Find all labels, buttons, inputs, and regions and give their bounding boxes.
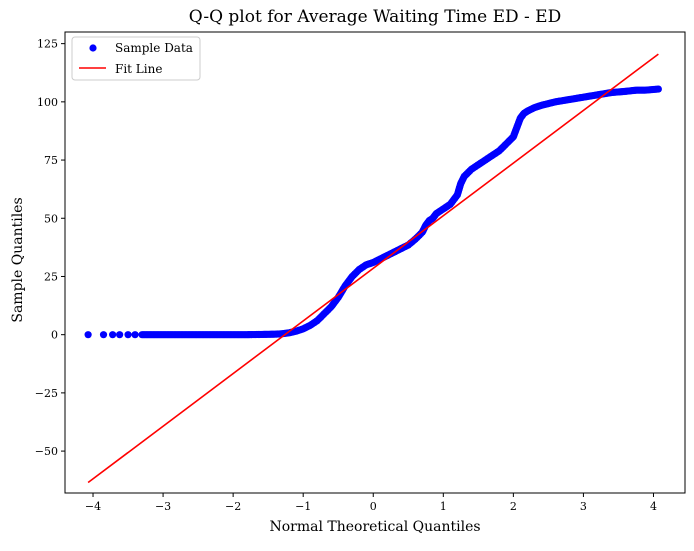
sample-data-point xyxy=(593,91,602,99)
x-tick-label: 4 xyxy=(650,500,657,513)
y-tick-label: −25 xyxy=(35,387,58,400)
sample-data-point xyxy=(243,331,251,339)
x-tick-label: 3 xyxy=(580,500,587,513)
sample-data-point xyxy=(481,156,489,164)
sample-data-point xyxy=(173,331,181,339)
sample-data-point xyxy=(495,147,503,155)
legend: Sample Data Fit Line xyxy=(71,36,201,81)
sample-data-point xyxy=(502,140,510,148)
sample-data-point xyxy=(306,321,314,329)
sample-data-point xyxy=(355,265,363,274)
sample-data-point xyxy=(457,179,465,187)
sample-data-point xyxy=(109,331,117,339)
y-tick-label: 100 xyxy=(37,96,58,109)
sample-data-point xyxy=(446,200,454,208)
x-tick-label: 0 xyxy=(370,500,377,513)
plot-frame xyxy=(64,31,686,494)
sample-data-point xyxy=(632,86,640,94)
sample-data-point xyxy=(551,98,560,106)
sample-data-point xyxy=(138,331,146,339)
sample-data-point xyxy=(313,317,321,325)
x-tick-label: 2 xyxy=(510,500,517,513)
sample-data-point xyxy=(565,95,574,104)
sample-data-point xyxy=(299,325,307,333)
sample-data-point xyxy=(327,303,335,311)
sample-data-point xyxy=(124,331,132,339)
fit-line xyxy=(87,53,659,484)
sample-data-point xyxy=(257,330,265,339)
y-tick-label: 125 xyxy=(37,38,58,51)
sample-data-point xyxy=(467,165,475,173)
sample-data-point xyxy=(145,331,153,339)
x-tick-label: −3 xyxy=(155,500,171,513)
sample-data-points xyxy=(84,85,662,339)
sample-data-point xyxy=(131,331,139,339)
x-tick-label: −4 xyxy=(85,500,101,513)
x-tick-label: 1 xyxy=(440,500,447,513)
y-tick-label: 75 xyxy=(44,154,58,167)
y-axis-title: Sample Quantiles xyxy=(10,197,26,322)
sample-data-point xyxy=(654,85,662,93)
sample-data-point xyxy=(99,331,108,339)
sample-data-point xyxy=(159,331,167,339)
sample-data-point xyxy=(621,87,630,95)
y-tick-label: 0 xyxy=(51,329,58,342)
sample-data-point xyxy=(641,86,649,94)
sample-data-point xyxy=(292,327,300,335)
sample-data-point xyxy=(460,172,468,180)
sample-data-point xyxy=(523,107,531,115)
sample-data-point xyxy=(513,123,521,132)
y-tick-label: 25 xyxy=(44,270,58,283)
sample-data-point xyxy=(474,161,482,169)
x-tick-label: −2 xyxy=(225,500,241,513)
legend-marker-sample-data xyxy=(89,44,97,52)
legend-label-sample-data: Sample Data xyxy=(115,41,193,55)
x-axis-title: Normal Theoretical Quantiles xyxy=(269,519,480,535)
sample-data-point xyxy=(453,191,461,199)
y-tick-label: −50 xyxy=(35,445,58,458)
sample-data-point xyxy=(320,310,328,318)
sample-data-point xyxy=(215,331,223,339)
sample-data-point xyxy=(537,101,545,109)
x-tick-label: −1 xyxy=(295,500,311,513)
sample-data-point xyxy=(439,205,447,213)
sample-data-point xyxy=(509,133,517,141)
sample-data-point xyxy=(84,331,92,339)
sample-data-point xyxy=(116,331,124,339)
legend-frame xyxy=(71,36,201,81)
sample-data-point xyxy=(369,258,377,267)
chart-title: Q-Q plot for Average Waiting Time ED - E… xyxy=(189,7,561,27)
legend-label-fit-line: Fit Line xyxy=(115,62,162,76)
sample-data-point xyxy=(348,272,356,281)
sample-data-point xyxy=(271,330,279,338)
sample-data-point xyxy=(362,261,370,269)
sample-data-point xyxy=(432,210,440,218)
sample-data-point xyxy=(530,104,538,112)
sample-data-point xyxy=(579,93,588,101)
sample-data-point xyxy=(194,331,202,339)
sample-data-point xyxy=(488,151,496,159)
sample-data-point xyxy=(229,331,237,339)
y-tick-label: 50 xyxy=(44,212,58,225)
